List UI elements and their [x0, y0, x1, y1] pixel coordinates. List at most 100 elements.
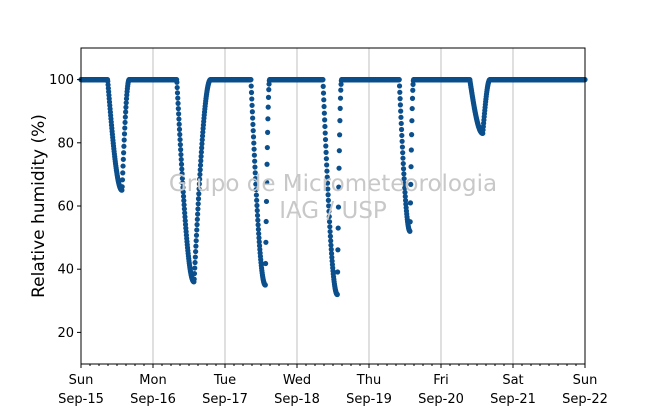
- data-point: [252, 158, 258, 164]
- data-point: [398, 108, 404, 114]
- data-point: [123, 96, 130, 102]
- data-point: [400, 150, 406, 156]
- data-point: [254, 202, 260, 209]
- data-point: [196, 186, 202, 192]
- data-point: [263, 260, 269, 267]
- data-point: [402, 197, 409, 204]
- data-point: [335, 225, 341, 231]
- data-point: [338, 87, 344, 93]
- data-points: [78, 77, 588, 298]
- data-point: [400, 155, 406, 161]
- data-point: [195, 201, 201, 207]
- data-point: [253, 192, 259, 198]
- x-tick-date-label: Sep-16: [130, 392, 176, 407]
- data-point: [326, 203, 332, 209]
- data-point: [178, 151, 184, 158]
- data-point: [402, 189, 408, 195]
- data-point: [195, 196, 202, 202]
- data-point: [256, 239, 262, 245]
- y-tick-label: 20: [57, 326, 74, 341]
- data-point: [199, 145, 205, 151]
- data-point: [197, 171, 203, 178]
- data-point: [196, 191, 202, 197]
- data-point: [121, 150, 127, 156]
- data-point: [181, 198, 187, 204]
- data-point: [263, 239, 269, 245]
- data-point: [337, 132, 343, 138]
- data-point: [400, 160, 406, 167]
- data-point: [175, 100, 181, 106]
- data-point: [408, 181, 414, 188]
- data-point: [119, 177, 126, 183]
- data-point: [401, 176, 407, 182]
- data-point: [249, 102, 255, 108]
- x-tick-date-label: Sep-22: [562, 392, 608, 407]
- data-point: [191, 270, 198, 277]
- data-point: [335, 269, 341, 275]
- data-point: [119, 184, 125, 190]
- data-point: [337, 105, 343, 111]
- data-point: [398, 126, 405, 133]
- data-point: [248, 89, 255, 96]
- x-tick-day-label: Sun: [573, 373, 598, 388]
- x-tick-day-label: Sat: [502, 373, 523, 388]
- data-point: [336, 148, 342, 154]
- data-point: [252, 175, 259, 182]
- y-tick-label: 40: [57, 263, 74, 278]
- data-point: [337, 118, 343, 124]
- data-point: [408, 147, 414, 153]
- data-point: [324, 180, 331, 186]
- y-tick-label: 100: [49, 73, 74, 88]
- data-point: [407, 228, 413, 234]
- data-point: [177, 131, 183, 138]
- data-point: [121, 131, 128, 137]
- data-point: [178, 156, 184, 163]
- data-point: [321, 110, 327, 116]
- data-point: [175, 95, 181, 101]
- data-point: [255, 217, 261, 223]
- data-point: [250, 115, 256, 121]
- data-point: [397, 89, 403, 95]
- data-point: [322, 136, 329, 143]
- data-point: [181, 206, 187, 212]
- data-point: [174, 84, 180, 91]
- data-point: [337, 95, 344, 101]
- data-point: [198, 153, 204, 159]
- data-point: [180, 189, 186, 195]
- data-point: [176, 126, 183, 132]
- data-point: [176, 116, 182, 122]
- data-point: [408, 164, 414, 170]
- data-point: [182, 214, 188, 220]
- data-point: [325, 186, 331, 192]
- data-point: [194, 222, 200, 228]
- data-point: [327, 233, 334, 239]
- data-point: [178, 147, 184, 153]
- data-point: [399, 132, 405, 139]
- data-point: [262, 282, 268, 288]
- data-point: [254, 207, 260, 214]
- data-point: [193, 238, 199, 244]
- data-point: [120, 163, 126, 169]
- data-point: [191, 276, 197, 282]
- data-point: [177, 136, 183, 143]
- data-point: [181, 202, 187, 208]
- x-tick-date-label: Sep-21: [490, 392, 536, 407]
- data-point: [322, 117, 328, 123]
- data-point: [122, 125, 128, 131]
- data-point: [320, 90, 327, 96]
- y-tick-label: 60: [57, 200, 74, 215]
- data-point: [179, 171, 185, 177]
- data-point: [327, 224, 333, 230]
- data-point: [398, 120, 404, 127]
- data-point: [121, 143, 127, 149]
- data-point: [120, 156, 126, 162]
- data-point: [335, 204, 342, 210]
- data-point: [197, 162, 204, 168]
- data-point: [251, 152, 257, 158]
- x-tick-date-label: Sep-20: [418, 392, 464, 407]
- data-point: [399, 138, 405, 144]
- data-point: [194, 227, 200, 233]
- data-point: [121, 137, 127, 143]
- data-point: [248, 77, 254, 83]
- data-point: [409, 95, 416, 101]
